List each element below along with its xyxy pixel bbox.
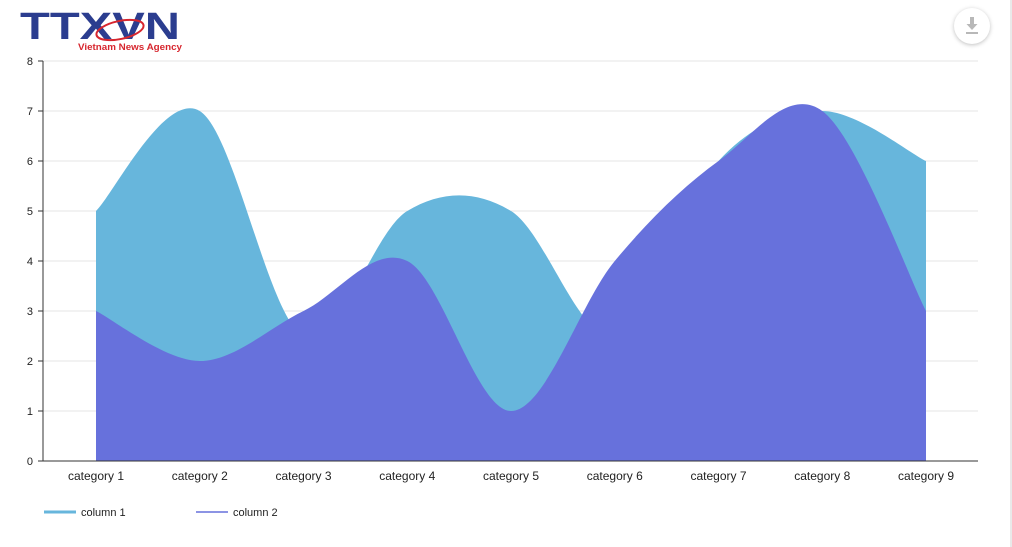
x-tick-label: category 6 bbox=[587, 469, 643, 483]
ttxvn-logo: TTXVN Vietnam News Agency bbox=[20, 8, 185, 54]
panel-right-border bbox=[1010, 0, 1012, 547]
y-tick-label: 5 bbox=[27, 206, 33, 218]
x-tick-label: category 9 bbox=[898, 469, 954, 483]
x-tick-label: category 2 bbox=[172, 469, 228, 483]
series-area-2 bbox=[96, 104, 926, 461]
y-tick-label: 3 bbox=[27, 306, 33, 318]
y-tick-label: 2 bbox=[27, 356, 33, 368]
y-tick-label: 1 bbox=[27, 406, 33, 418]
svg-text:Vietnam News Agency: Vietnam News Agency bbox=[78, 42, 183, 53]
legend-label-2: column 2 bbox=[233, 507, 278, 519]
download-icon bbox=[966, 17, 978, 34]
y-tick-label: 6 bbox=[27, 156, 33, 168]
x-tick-label: category 8 bbox=[794, 469, 850, 483]
y-tick-label: 8 bbox=[27, 56, 33, 68]
legend-label-1: column 1 bbox=[81, 507, 126, 519]
x-tick-label: category 4 bbox=[379, 469, 435, 483]
y-tick-label: 4 bbox=[27, 256, 33, 268]
download-button[interactable] bbox=[954, 8, 990, 44]
x-tick-label: category 1 bbox=[68, 469, 124, 483]
y-tick-label: 0 bbox=[27, 456, 33, 468]
x-tick-label: category 3 bbox=[275, 469, 331, 483]
x-tick-label: category 5 bbox=[483, 469, 539, 483]
x-tick-label: category 7 bbox=[690, 469, 746, 483]
y-tick-label: 7 bbox=[27, 106, 33, 118]
